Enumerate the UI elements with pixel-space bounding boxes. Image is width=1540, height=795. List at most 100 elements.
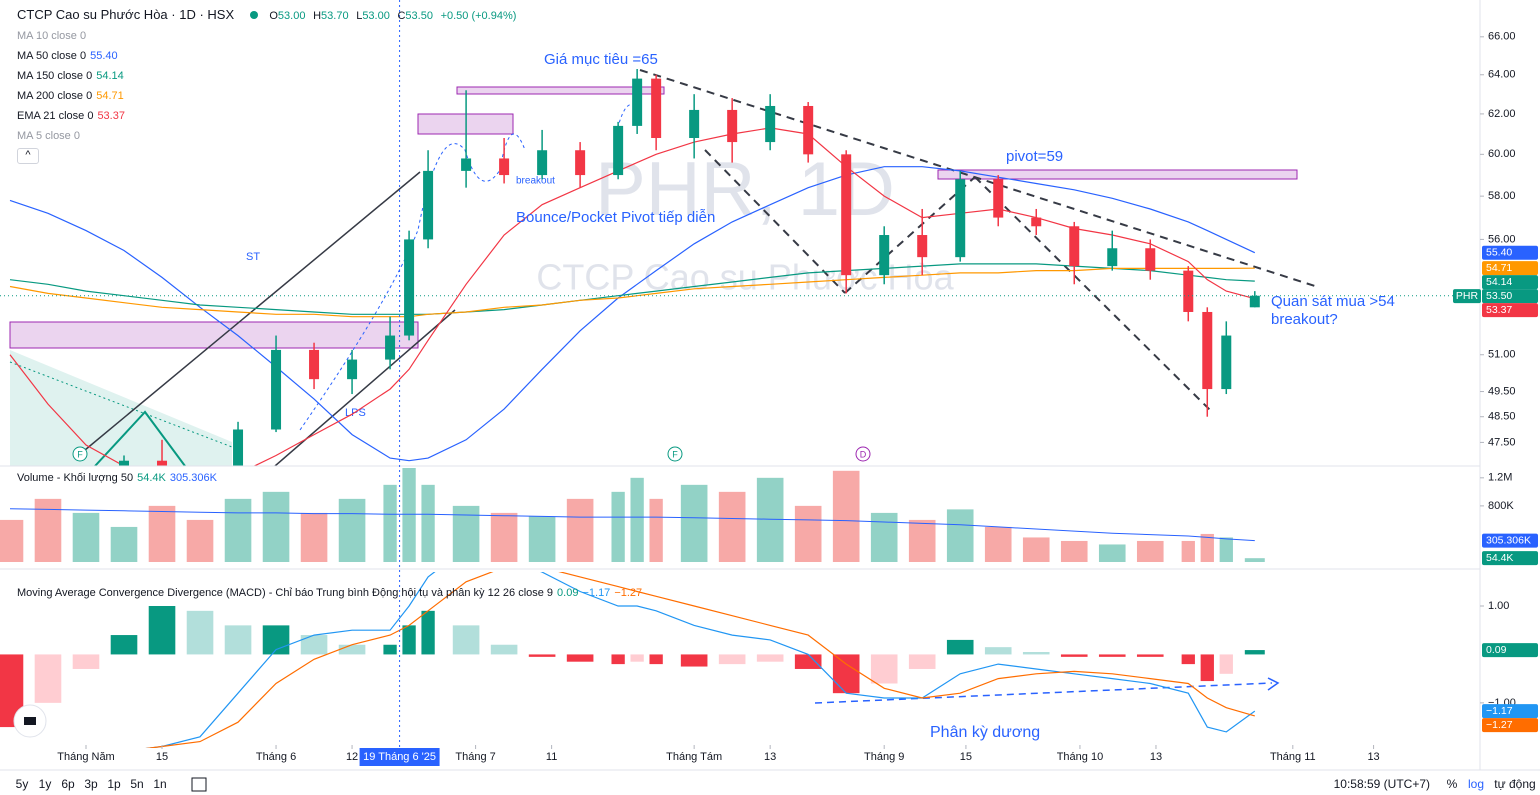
toolbar-button[interactable]: % (1447, 777, 1458, 791)
range-button[interactable]: 1y (39, 777, 52, 791)
price-badge-label: 54.14 (1486, 276, 1512, 288)
range-button[interactable]: 3p (84, 777, 98, 791)
histogram-bar (649, 654, 663, 665)
y-tick-label: 49.50 (1488, 385, 1516, 397)
price-badge (1482, 643, 1538, 658)
crosshair-label-bg (359, 748, 440, 766)
x-tick-label: Tháng Tám (666, 751, 722, 763)
annotation: pivot=59 (1006, 148, 1063, 165)
candle-body (727, 109, 738, 143)
shaded-zone (10, 350, 232, 466)
price-badge (1482, 245, 1538, 260)
legend-row[interactable]: MA 50 close 0 55.40 (17, 46, 520, 66)
indicator-name: MA 5 close 0 (17, 130, 80, 142)
crosshair-label: 19 Tháng 6 '25 (363, 751, 436, 763)
event-label: F (672, 449, 678, 459)
volume-bar (1181, 540, 1195, 562)
candle-body (917, 235, 928, 258)
indicator-value: 0.09 (557, 587, 579, 599)
range-button[interactable]: 6p (61, 777, 75, 791)
volume-bar (224, 498, 252, 562)
histogram-bar (718, 654, 746, 665)
x-tick-label: Tháng Năm (57, 751, 114, 763)
y-tick-label: 48.50 (1488, 411, 1516, 423)
volume-bar (452, 505, 480, 562)
series-line (9, 508, 1255, 542)
price-badge (1482, 261, 1538, 276)
event-marker[interactable] (667, 446, 683, 462)
volume-bar (72, 512, 100, 562)
ohlc-key: C (397, 10, 406, 22)
volume-bar (1098, 544, 1126, 562)
legend-row[interactable]: MA 150 close 0 54.14 (17, 66, 520, 86)
volume-bar (1060, 540, 1088, 562)
toolbar-button[interactable]: log (1468, 777, 1484, 791)
volume-bar (908, 519, 936, 562)
histogram-bar (0, 654, 24, 728)
candle-body (689, 109, 700, 139)
range-button[interactable]: 1p (107, 777, 121, 791)
collapse-button[interactable]: ^ (17, 148, 39, 164)
histogram-bar (452, 625, 480, 655)
candle-body (765, 105, 776, 143)
ohlc-key: O (269, 10, 278, 22)
arrow (1267, 677, 1280, 691)
toolbar-button[interactable]: tự động (1494, 777, 1535, 791)
clock: 10:58:59 (UTC+7) (1334, 777, 1430, 791)
indicator-name: EMA 21 close 0 (17, 110, 94, 122)
histogram-bar (224, 625, 252, 655)
candle-body (993, 179, 1004, 218)
range-button[interactable]: 1n (153, 777, 166, 791)
candle-body (955, 179, 966, 258)
x-tick-label: Tháng 11 (1270, 751, 1316, 763)
candle-body (1069, 226, 1080, 267)
price-badge-label: 305.306K (1486, 534, 1531, 546)
y-tick-label: 1.00 (1488, 600, 1509, 612)
candle-body (233, 429, 244, 466)
volume-bar (421, 484, 435, 562)
legend-row[interactable]: MA 200 close 0 54.71 (17, 86, 520, 106)
y-tick-label: 56.00 (1488, 233, 1516, 245)
indicator-name: MA 150 close 0 (17, 70, 93, 82)
symbol-title[interactable]: CTCP Cao su Phước Hòa · 1D · HSX (17, 7, 235, 22)
annotation: Bounce/Pocket Pivot tiếp diễn (516, 209, 715, 226)
y-tick-label: 51.00 (1488, 349, 1516, 361)
ohlc-value: 53.50 (405, 10, 433, 22)
histogram-bar (1098, 654, 1126, 657)
annotation: Giá mục tiêu =65 (544, 51, 658, 68)
volume-bar (756, 477, 784, 562)
volume-bar (630, 477, 644, 562)
indicator-name: MA 50 close 0 (17, 50, 87, 62)
histogram-bar (794, 654, 822, 669)
candle-body (385, 335, 396, 360)
event-marker[interactable] (72, 446, 88, 462)
event-marker[interactable] (855, 446, 871, 462)
indicator-value: 54.71 (96, 90, 124, 102)
legend-row[interactable]: EMA 21 close 0 53.37 (17, 106, 520, 126)
candle-body (347, 359, 358, 380)
range-button[interactable]: 5n (130, 777, 143, 791)
series-line (145, 572, 1256, 748)
price-badge-label: 55.40 (1486, 246, 1512, 258)
candle-body (632, 78, 643, 126)
indicator-value: 305.306K (169, 472, 217, 484)
volume-bar (1022, 537, 1050, 562)
dashed-lines (639, 69, 1319, 411)
indicator-value: 55.40 (90, 50, 118, 62)
series-line (145, 572, 1255, 748)
indicator-value: 53.37 (97, 110, 125, 122)
legend-row[interactable]: MA 10 close 0 (17, 26, 520, 46)
histogram-bar (566, 654, 594, 662)
calendar-icon[interactable] (191, 777, 207, 792)
x-tick-label: 15 (960, 751, 972, 763)
volume-bar (0, 519, 24, 562)
annotation: ST (246, 251, 260, 263)
legend-row[interactable]: MA 5 close 0 (17, 126, 520, 146)
histogram-bar (72, 654, 100, 669)
x-tick-label: Tháng 9 (864, 751, 904, 763)
histogram-bar (680, 654, 708, 667)
trendline (639, 69, 1319, 288)
range-button[interactable]: 5y (16, 777, 29, 791)
ohlc-key: L (356, 10, 363, 22)
